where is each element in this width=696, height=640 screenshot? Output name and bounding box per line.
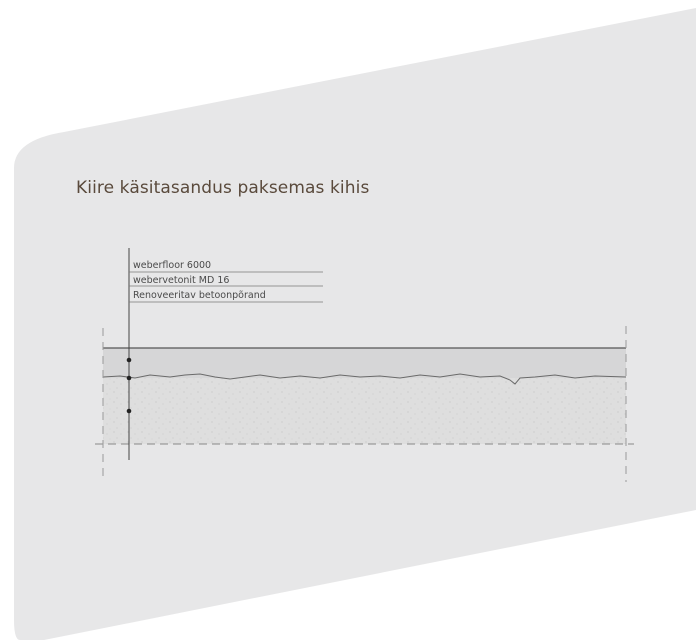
layer-label-3: Renoveeritav betoonpõrand bbox=[133, 290, 266, 301]
floor-section-diagram: weberfloor 6000 webervetonit MD 16 Renov… bbox=[95, 248, 634, 482]
leader-dot-surface bbox=[126, 375, 132, 381]
leader-dot-top-layer bbox=[126, 357, 132, 363]
rough-surface-line bbox=[102, 373, 627, 385]
card-title: Kiire käsitasandus paksemas kihis bbox=[76, 178, 370, 198]
leader-dot-concrete bbox=[126, 408, 132, 414]
top-layer-fill bbox=[103, 348, 626, 378]
card-background bbox=[14, 8, 696, 640]
layer-label-1: weberfloor 6000 bbox=[133, 260, 211, 271]
layer-label-2: webervetonit MD 16 bbox=[133, 275, 229, 286]
